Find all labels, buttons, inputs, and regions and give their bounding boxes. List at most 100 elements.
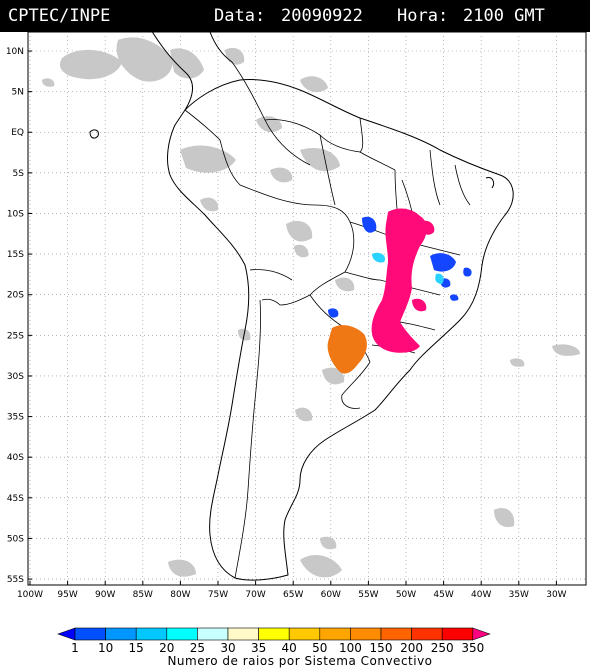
colorbar-segment [288, 627, 321, 641]
system-cyan [372, 252, 386, 263]
colorbar-arrow-left [57, 627, 76, 641]
colorbar-label: 15 [129, 641, 144, 655]
colorbar-arrow-right [472, 627, 491, 641]
state-border [319, 134, 336, 206]
colorbar-segment [74, 627, 106, 641]
cloud-patch [270, 167, 293, 183]
time-value: 2100 GMT [463, 6, 545, 26]
coastlines [89, 27, 514, 581]
system-magenta [420, 220, 435, 235]
system-blue [362, 216, 377, 233]
colorbar-segment [258, 627, 290, 641]
border-line [234, 299, 261, 579]
system-blue [430, 253, 456, 272]
lon-label: 95W [57, 590, 77, 600]
colorbar-label: 250 [431, 641, 454, 655]
lon-label: 65W [283, 590, 303, 600]
map-frame [27, 31, 587, 586]
colorbar-segment [197, 627, 229, 641]
colorbar-label: 150 [370, 641, 393, 655]
lat-label: 45S [7, 494, 24, 504]
cloud-patch [510, 358, 525, 367]
lat-label: 40S [7, 453, 24, 463]
colorbar-label: 50 [312, 641, 327, 655]
date-value: 20090922 [281, 6, 363, 26]
state-border [429, 149, 441, 206]
cloud-patch [42, 78, 55, 87]
colorbar-label: 35 [251, 641, 266, 655]
border-line [341, 361, 371, 409]
border-line [344, 221, 355, 273]
lat-label: 30S [7, 372, 24, 382]
lon-label: 85W [133, 590, 153, 600]
date-label: Data: [214, 6, 266, 26]
cloud-patch [168, 559, 196, 577]
central-america-coast [149, 27, 193, 111]
cloud-patch [320, 536, 337, 550]
colorbar-label: 25 [190, 641, 205, 655]
longitude-labels: 100W 95W 90W 85W 80W 75W 70W 65W 60W 55W 50W 45W 40W… [17, 581, 567, 600]
lon-label: 100W [17, 590, 43, 600]
colorbar-segment [441, 627, 474, 641]
lat-label: 55S [7, 575, 24, 585]
border-line [249, 269, 293, 281]
cloud-cover [42, 37, 580, 578]
lat-label: 20S [7, 291, 24, 301]
system-blue [463, 267, 472, 277]
lon-label: 60W [321, 590, 341, 600]
cloud-patch [256, 116, 282, 133]
state-border [454, 164, 471, 206]
convective-systems [327, 208, 472, 374]
cloud-patch [552, 344, 580, 356]
colorbar-segment [319, 627, 351, 641]
lon-label: 40W [471, 590, 491, 600]
galapagos-island [89, 129, 99, 139]
lat-label: 10N [6, 47, 24, 57]
border-line [309, 271, 346, 296]
colorbar-label: 200 [400, 641, 423, 655]
colorbar-label: 10 [98, 641, 113, 655]
lon-label: 45W [433, 590, 453, 600]
colorbar-label: 100 [339, 641, 362, 655]
cloud-patch [116, 37, 173, 82]
lon-label: 80W [170, 590, 190, 600]
cloud-patch [170, 48, 204, 79]
colorbar-segment [135, 627, 168, 641]
cloud-patch [335, 277, 355, 292]
colorbar-title: Numero de raios por Sistema Convectivo [167, 654, 433, 668]
colorbar-labels: 1 10 15 20 25 30 35 40 50 100 150 200 250 350 [71, 641, 484, 655]
lat-label: 15S [7, 250, 24, 260]
cloud-patch [180, 145, 236, 173]
cloud-patch [300, 147, 340, 172]
colorbar-segment [411, 627, 443, 641]
colorbar-segment [227, 627, 259, 641]
colorbar-segment [166, 627, 198, 641]
border-line [239, 184, 351, 223]
colorbar-segment [350, 627, 382, 641]
title-bar: CPTEC/INPE Data: 20090922 Hora: 2100 GMT [0, 0, 590, 32]
lon-label: 70W [245, 590, 265, 600]
lon-label: 75W [208, 590, 228, 600]
cloud-patch [494, 507, 515, 528]
graticule [28, 32, 586, 585]
colorbar-label: 1 [71, 641, 79, 655]
lat-label: 50S [7, 534, 24, 544]
cloud-patch [200, 197, 219, 212]
colorbar-label: 350 [461, 641, 484, 655]
cloud-patch [300, 555, 342, 578]
system-orange [327, 325, 367, 374]
system-blue [328, 308, 339, 318]
cloud-patch [59, 49, 122, 80]
lon-label: 90W [95, 590, 115, 600]
lat-label: EQ [11, 128, 24, 138]
border-line [359, 117, 396, 171]
system-blue [450, 294, 459, 301]
cloud-patch [294, 244, 309, 258]
latitude-labels: 10N 5N EQ 5S 10S 15S 20S 25S 30S 35S 40S 45S 50S 55S [6, 47, 32, 585]
lon-label: 30W [546, 590, 566, 600]
system-cyan [435, 273, 444, 284]
colorbar-label: 20 [159, 641, 174, 655]
caribbean-coast [209, 31, 233, 63]
cloud-patch [295, 407, 313, 422]
lon-label: 50W [396, 590, 416, 600]
